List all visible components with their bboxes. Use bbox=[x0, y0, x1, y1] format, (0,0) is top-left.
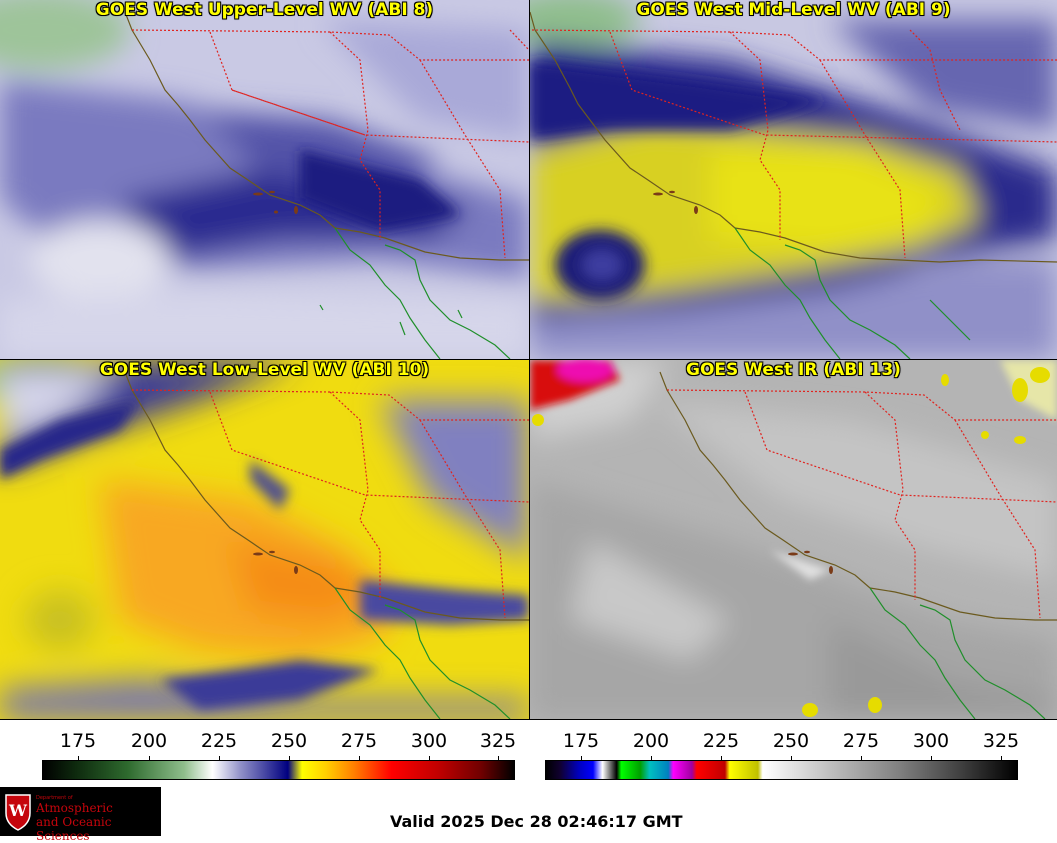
wv-colorbar-tick: 275 bbox=[340, 730, 378, 752]
panel-divider-vertical bbox=[529, 0, 530, 720]
upper-level-wv-panel: GOES West Upper-Level WV (ABI 8) bbox=[0, 0, 529, 359]
ir-colorbar-tickmark bbox=[791, 756, 792, 761]
wv-colorbar bbox=[42, 760, 515, 780]
logo-name-line1: Atmospheric bbox=[36, 801, 113, 815]
valid-time-label: Valid 2025 Dec 28 02:46:17 GMT bbox=[390, 812, 683, 831]
wv-colorbar-tick: 225 bbox=[200, 730, 238, 752]
ir-colorbar-tick: 200 bbox=[632, 730, 670, 752]
panel-title: GOES West IR (ABI 13) bbox=[686, 360, 901, 380]
ir-colorbar bbox=[545, 760, 1018, 780]
upper-level-wv-image bbox=[0, 0, 529, 359]
logo-dept-line: Department of bbox=[36, 795, 73, 801]
wv-colorbar-tickmark bbox=[149, 756, 150, 761]
ir-image bbox=[530, 360, 1057, 719]
panel-title: GOES West Mid-Level WV (ABI 9) bbox=[636, 0, 951, 20]
wv-colorbar-tick: 325 bbox=[479, 730, 517, 752]
ir-colorbar-tick: 300 bbox=[912, 730, 950, 752]
wv-colorbar-tickmark bbox=[359, 756, 360, 761]
low-level-wv-panel: GOES West Low-Level WV (ABI 10) bbox=[0, 360, 529, 719]
wv-colorbar-tick: 200 bbox=[130, 730, 168, 752]
ir-colorbar-tickmark bbox=[1001, 756, 1002, 761]
ir-panel: GOES West IR (ABI 13) bbox=[530, 360, 1057, 719]
wv-colorbar-tickmark bbox=[498, 756, 499, 761]
ir-colorbar-tickmark bbox=[861, 756, 862, 761]
logo-name-line2: and Oceanic Sciences bbox=[36, 815, 112, 843]
panel-divider-horizontal bbox=[0, 359, 1057, 360]
ir-colorbar-tick: 225 bbox=[702, 730, 740, 752]
wv-colorbar-tickmark bbox=[78, 756, 79, 761]
mid-level-wv-image bbox=[530, 0, 1057, 359]
ir-colorbar-tick: 250 bbox=[772, 730, 810, 752]
wv-colorbar-tick: 175 bbox=[59, 730, 97, 752]
mid-level-wv-panel: GOES West Mid-Level WV (ABI 9) bbox=[530, 0, 1057, 359]
panel-title: GOES West Low-Level WV (ABI 10) bbox=[99, 360, 430, 380]
ir-colorbar-tickmark bbox=[721, 756, 722, 761]
aos-logo: W Department of Atmospheric and Oceanic … bbox=[0, 787, 161, 843]
low-level-wv-image bbox=[0, 360, 529, 719]
ir-colorbar-tick: 175 bbox=[562, 730, 600, 752]
uw-crest-icon: W bbox=[5, 794, 31, 831]
panel-title: GOES West Upper-Level WV (ABI 8) bbox=[95, 0, 434, 20]
wv-colorbar-tickmark bbox=[219, 756, 220, 761]
ir-colorbar-tickmark bbox=[651, 756, 652, 761]
wv-colorbar-tick: 300 bbox=[410, 730, 448, 752]
ir-colorbar-tick: 275 bbox=[842, 730, 880, 752]
svg-text:W: W bbox=[8, 801, 28, 820]
ir-colorbar-tickmark bbox=[931, 756, 932, 761]
panel-divider-bottom bbox=[0, 719, 1057, 720]
wv-colorbar-tickmark bbox=[289, 756, 290, 761]
ir-colorbar-tickmark bbox=[581, 756, 582, 761]
ir-colorbar-tick: 325 bbox=[982, 730, 1020, 752]
wv-colorbar-tick: 250 bbox=[270, 730, 308, 752]
wv-colorbar-tickmark bbox=[429, 756, 430, 761]
